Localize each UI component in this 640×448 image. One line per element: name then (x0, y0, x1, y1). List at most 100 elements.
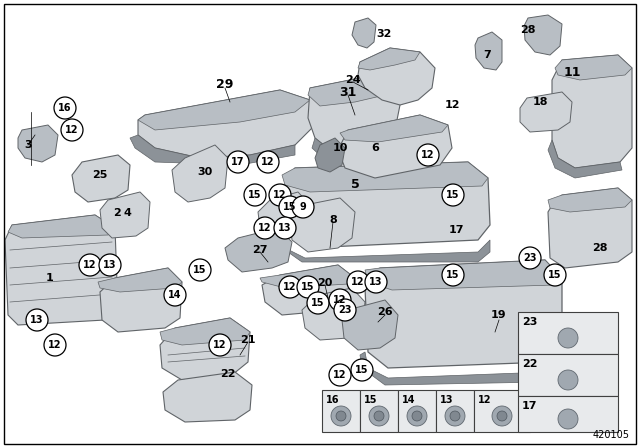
Circle shape (329, 289, 351, 311)
Polygon shape (225, 228, 292, 272)
Text: 15: 15 (446, 270, 460, 280)
Circle shape (558, 370, 578, 390)
Circle shape (407, 406, 427, 426)
Circle shape (417, 144, 439, 166)
Circle shape (450, 411, 460, 421)
Polygon shape (315, 138, 345, 172)
Polygon shape (18, 125, 58, 162)
Polygon shape (72, 155, 130, 202)
Circle shape (445, 406, 465, 426)
Text: 25: 25 (92, 170, 108, 180)
Polygon shape (163, 372, 252, 422)
Circle shape (279, 276, 301, 298)
Polygon shape (260, 265, 355, 288)
Text: 27: 27 (252, 245, 268, 255)
Polygon shape (475, 32, 502, 70)
Polygon shape (358, 48, 420, 70)
Text: 28: 28 (520, 25, 536, 35)
Text: 13: 13 (278, 223, 292, 233)
Polygon shape (160, 318, 250, 380)
Polygon shape (360, 352, 562, 385)
Circle shape (209, 334, 231, 356)
Circle shape (365, 271, 387, 293)
Polygon shape (290, 198, 355, 252)
Text: 5: 5 (351, 178, 360, 191)
Text: 12: 12 (333, 370, 347, 380)
Polygon shape (258, 192, 310, 238)
Polygon shape (524, 15, 562, 55)
Bar (322, 390, 360, 432)
Circle shape (227, 151, 249, 173)
Circle shape (374, 411, 384, 421)
Polygon shape (548, 140, 622, 178)
Polygon shape (358, 48, 435, 105)
Text: 23: 23 (522, 317, 538, 327)
Text: 23: 23 (339, 305, 352, 315)
Text: 16: 16 (326, 395, 339, 405)
Text: 15: 15 (284, 202, 297, 212)
Polygon shape (312, 138, 382, 165)
Polygon shape (172, 145, 228, 202)
Text: 12: 12 (259, 223, 272, 233)
Circle shape (189, 259, 211, 281)
Polygon shape (365, 260, 562, 368)
Circle shape (99, 254, 121, 276)
Text: 9: 9 (300, 202, 307, 212)
Polygon shape (338, 115, 452, 178)
Text: 19: 19 (490, 310, 506, 320)
Text: 24: 24 (345, 75, 361, 85)
Polygon shape (278, 232, 490, 262)
Text: 17: 17 (522, 401, 538, 411)
Text: 12: 12 (48, 340, 61, 350)
Text: 23: 23 (524, 253, 537, 263)
Text: 12: 12 (351, 277, 365, 287)
Polygon shape (138, 90, 315, 158)
Bar (518, 354, 618, 396)
Bar (518, 312, 618, 354)
Polygon shape (282, 162, 490, 248)
Text: 15: 15 (193, 265, 207, 275)
Text: 28: 28 (592, 243, 608, 253)
Polygon shape (160, 318, 250, 345)
Circle shape (54, 97, 76, 119)
Circle shape (442, 264, 464, 286)
Polygon shape (552, 55, 632, 168)
Text: 3: 3 (24, 140, 32, 150)
Circle shape (492, 406, 512, 426)
Circle shape (558, 409, 578, 429)
Circle shape (351, 359, 373, 381)
Text: 22: 22 (522, 359, 538, 369)
Text: 14: 14 (402, 395, 415, 405)
Text: 20: 20 (317, 278, 333, 288)
Polygon shape (548, 188, 632, 212)
Polygon shape (100, 268, 182, 332)
Text: 13: 13 (103, 260, 116, 270)
Text: 12: 12 (444, 100, 460, 110)
Circle shape (274, 217, 296, 239)
Text: 32: 32 (376, 29, 392, 39)
Circle shape (297, 276, 319, 298)
Circle shape (257, 151, 279, 173)
Text: 10: 10 (332, 143, 348, 153)
Circle shape (329, 364, 351, 386)
Circle shape (244, 184, 266, 206)
Circle shape (347, 271, 369, 293)
Text: 21: 21 (240, 335, 256, 345)
Circle shape (544, 264, 566, 286)
Polygon shape (555, 55, 632, 80)
Text: 11: 11 (563, 65, 580, 78)
Text: 12: 12 (213, 340, 227, 350)
Circle shape (164, 284, 186, 306)
Text: 15: 15 (311, 298, 324, 308)
Circle shape (412, 411, 422, 421)
Polygon shape (100, 192, 150, 238)
Text: 420105: 420105 (593, 430, 630, 440)
Circle shape (558, 328, 578, 348)
Polygon shape (282, 162, 488, 192)
Bar (474, 390, 530, 432)
Text: 8: 8 (329, 215, 337, 225)
Polygon shape (130, 135, 295, 165)
Polygon shape (548, 188, 632, 268)
Polygon shape (520, 92, 572, 132)
Text: 7: 7 (483, 50, 491, 60)
